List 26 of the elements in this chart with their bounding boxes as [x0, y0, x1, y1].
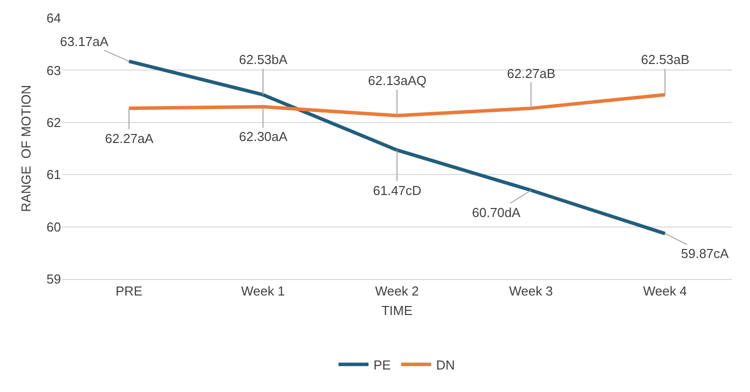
legend-label: PE: [374, 357, 392, 372]
y-tick-label: 59: [46, 272, 61, 287]
x-tick-label: Week 4: [643, 284, 687, 299]
data-label: 62.53aB: [641, 52, 690, 67]
x-tick-label: Week 1: [241, 284, 285, 299]
data-label: 62.53bA: [239, 52, 288, 67]
x-tick-label: Week 2: [375, 284, 419, 299]
data-label: 62.30aA: [239, 129, 288, 144]
y-tick-label: 62: [46, 114, 61, 130]
data-label: 61.47cD: [373, 183, 422, 198]
data-label: 63.17aA: [60, 34, 109, 49]
data-label: 59.87cA: [681, 246, 730, 261]
y-tick-label: 61: [46, 167, 61, 182]
y-tick-label: 63: [46, 62, 61, 78]
x-tick-label: Week 3: [509, 284, 553, 299]
data-label: 60.70dA: [472, 205, 521, 220]
y-axis-title: RANGE OF MOTION: [18, 84, 34, 212]
data-label: 62.13aAQ: [368, 73, 427, 88]
data-label: 62.27aA: [105, 131, 154, 146]
line-series: [127, 92, 667, 118]
x-axis-title: TIME: [381, 303, 413, 318]
legend-label: DN: [436, 357, 455, 372]
y-tick-label: 60: [46, 219, 61, 234]
x-tick-label: PRE: [116, 284, 143, 299]
data-label: 62.27aB: [507, 66, 556, 81]
y-tick-label: 64: [46, 10, 61, 26]
